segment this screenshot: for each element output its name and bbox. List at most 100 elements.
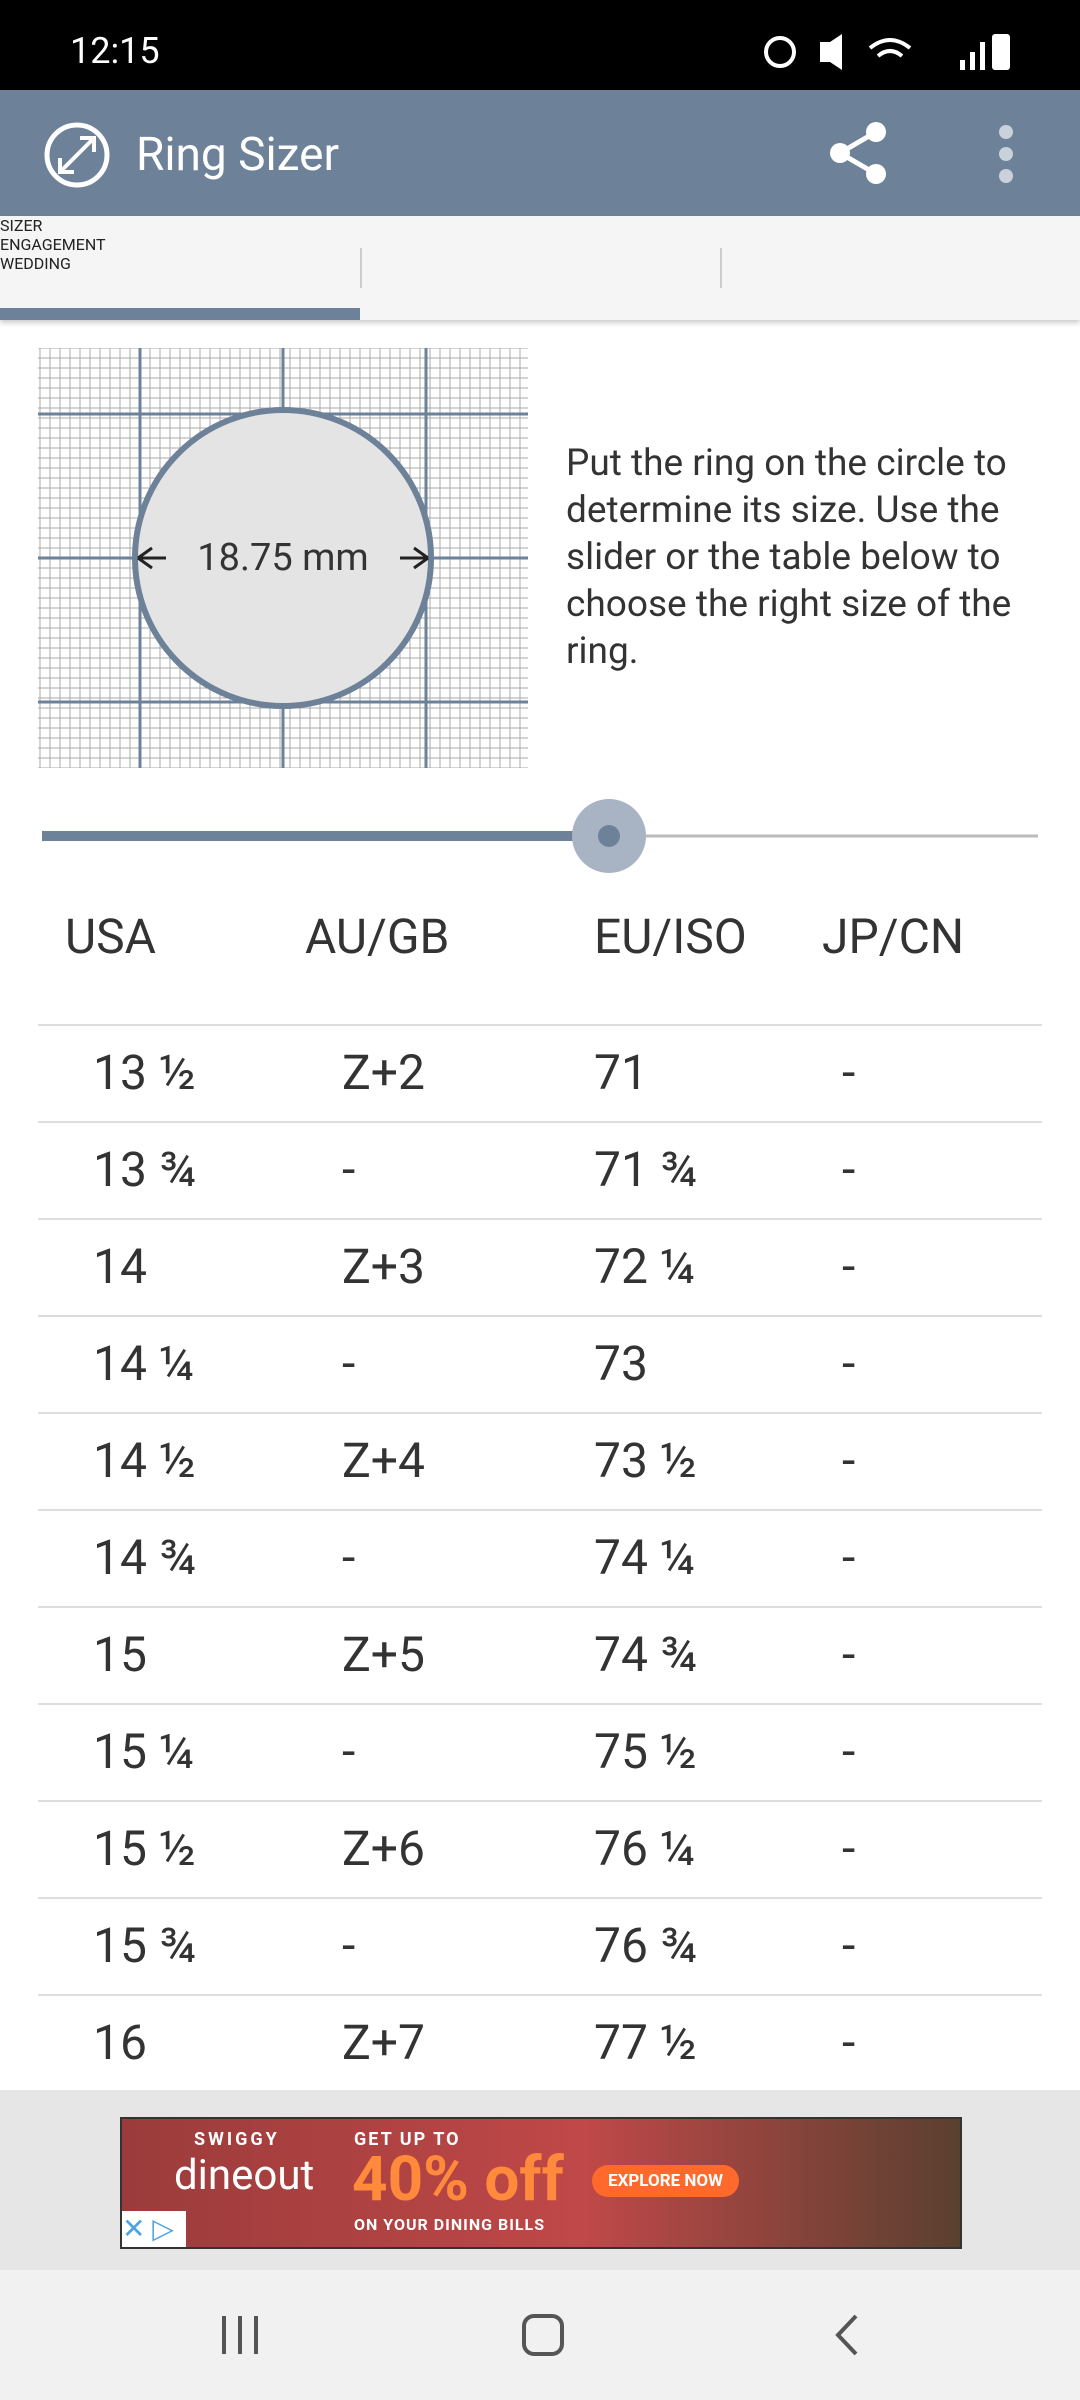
table-cell: - <box>842 1335 856 1392</box>
table-cell: 73 ½ <box>594 1432 698 1489</box>
table-cell: Z+2 <box>342 1044 425 1101</box>
column-header: EU/ISO <box>594 908 747 965</box>
nav-buttons[interactable] <box>200 2310 900 2360</box>
table-cell: Z+4 <box>342 1432 425 1489</box>
table-cell: 15 ½ <box>93 1820 197 1877</box>
table-cell: 76 ¼ <box>594 1820 696 1877</box>
row-line <box>38 1703 1042 1705</box>
share-button[interactable] <box>826 120 892 186</box>
size-slider[interactable] <box>30 790 1050 880</box>
table-cell: 14 ¼ <box>93 1335 195 1392</box>
ad-banner[interactable]: SWIGGY dineout GET UP TO 40% off ON YOUR… <box>120 2117 962 2249</box>
table-row[interactable]: 13 ¾ - 71 ¾ - <box>0 1121 1080 1218</box>
tab-divider <box>720 248 722 288</box>
sizer-grid: 18.75 mm <box>38 348 528 768</box>
table-cell: 73 <box>594 1335 648 1392</box>
table-cell: Z+7 <box>342 2014 425 2071</box>
tab-bar: SIZER ENGAGEMENT WEDDING <box>0 216 1080 320</box>
table-cell: 71 ¾ <box>594 1141 698 1198</box>
arrows <box>137 546 429 570</box>
table-row[interactable]: 15 ¾ - 76 ¾ - <box>0 1897 1080 1994</box>
ad-text: GET UP TO <box>354 2129 461 2150</box>
table-cell: - <box>842 1432 856 1489</box>
table-row[interactable]: 13 ½ Z+2 71 - <box>0 1024 1080 1121</box>
tab[interactable]: SIZER <box>0 216 43 235</box>
row-line <box>38 1412 1042 1414</box>
app-bar: Ring Sizer <box>0 90 1080 216</box>
table-cell: - <box>842 1141 856 1198</box>
table-cell: - <box>342 1141 356 1198</box>
table-cell: - <box>342 1335 356 1392</box>
table-cell: 15 ¼ <box>93 1723 195 1780</box>
clock: 12:15 <box>70 30 160 72</box>
table-cell: 15 ¾ <box>93 1917 197 1974</box>
ring-circle <box>132 407 434 709</box>
app-icon <box>44 122 110 188</box>
status-bar: 12:15 <box>0 0 1080 90</box>
table-cell: 74 ¼ <box>594 1529 696 1586</box>
row-line <box>38 1994 1042 1996</box>
table-cell: 15 <box>93 1626 147 1683</box>
table-cell: 74 ¾ <box>594 1626 698 1683</box>
nav-bar <box>0 2270 1080 2400</box>
table-cell: - <box>842 1917 856 1974</box>
table-cell: - <box>842 1044 856 1101</box>
tab-indicator <box>0 308 360 320</box>
column-header: USA <box>65 908 156 965</box>
table-cell: 76 ¾ <box>594 1917 698 1974</box>
table-cell: 16 <box>93 2014 147 2071</box>
diameter-label: 18.75 mm <box>197 536 369 580</box>
table-cell: 14 ½ <box>93 1432 197 1489</box>
table-cell: - <box>842 1529 856 1586</box>
menu-button[interactable] <box>996 124 1016 184</box>
table-cell: Z+5 <box>342 1626 425 1683</box>
table-cell: - <box>342 1917 356 1974</box>
instructions: Put the ring on the circle to determine … <box>566 442 1012 673</box>
table-row[interactable]: 15 ¼ - 75 ½ - <box>0 1703 1080 1800</box>
table-cell: Z+3 <box>342 1238 425 1295</box>
tab[interactable]: ENGAGEMENT <box>0 235 106 254</box>
tab-divider <box>360 248 362 288</box>
table-cell: 71 <box>594 1044 648 1101</box>
ad-text: 40% off <box>352 2143 564 2216</box>
table-cell: - <box>342 1723 356 1780</box>
table-row[interactable]: 15 ½ Z+6 76 ¼ - <box>0 1800 1080 1897</box>
ad-text: ON YOUR DINING BILLS <box>354 2215 546 2234</box>
row-line <box>38 1800 1042 1802</box>
row-line <box>38 1024 1042 1026</box>
row-line <box>38 1897 1042 1899</box>
table-cell: - <box>342 1529 356 1586</box>
table-row[interactable]: 15 Z+5 74 ¾ - <box>0 1606 1080 1703</box>
ad-text: SWIGGY <box>194 2129 280 2150</box>
table-cell: 77 ½ <box>594 2014 698 2071</box>
table-cell: - <box>842 1820 856 1877</box>
table-cell: 72 ¼ <box>594 1238 696 1295</box>
column-header: AU/GB <box>305 908 450 965</box>
row-line <box>38 1509 1042 1511</box>
ad-text: dineout <box>174 2151 315 2200</box>
table-cell: - <box>842 1723 856 1780</box>
table-row[interactable]: 16 Z+7 77 ½ - <box>0 1994 1080 2091</box>
app-title: Ring Sizer <box>136 128 340 182</box>
ad-area: SWIGGY dineout GET UP TO 40% off ON YOUR… <box>0 2090 1080 2270</box>
row-line <box>38 1121 1042 1123</box>
table-cell: - <box>842 2014 856 2071</box>
table-cell: 14 <box>93 1238 147 1295</box>
row-line <box>38 1315 1042 1317</box>
table-row[interactable]: 14 ¾ - 74 ¼ - <box>0 1509 1080 1606</box>
table-row[interactable]: 14 Z+3 72 ¼ - <box>0 1218 1080 1315</box>
table-cell: 75 ½ <box>594 1723 698 1780</box>
ad-choices[interactable]: ✕ ▷ <box>122 2211 186 2247</box>
row-line <box>38 1218 1042 1220</box>
row-line <box>38 1606 1042 1608</box>
tab[interactable]: WEDDING <box>0 254 71 273</box>
table-cell: 14 ¾ <box>93 1529 197 1586</box>
table-cell: 13 ¾ <box>93 1141 197 1198</box>
table-cell: Z+6 <box>342 1820 425 1877</box>
table-cell: 13 ½ <box>93 1044 197 1101</box>
ad-text: EXPLORE NOW <box>592 2165 739 2197</box>
table-cell: - <box>842 1238 856 1295</box>
table-row[interactable]: 14 ½ Z+4 73 ½ - <box>0 1412 1080 1509</box>
table-row[interactable]: 14 ¼ - 73 - <box>0 1315 1080 1412</box>
